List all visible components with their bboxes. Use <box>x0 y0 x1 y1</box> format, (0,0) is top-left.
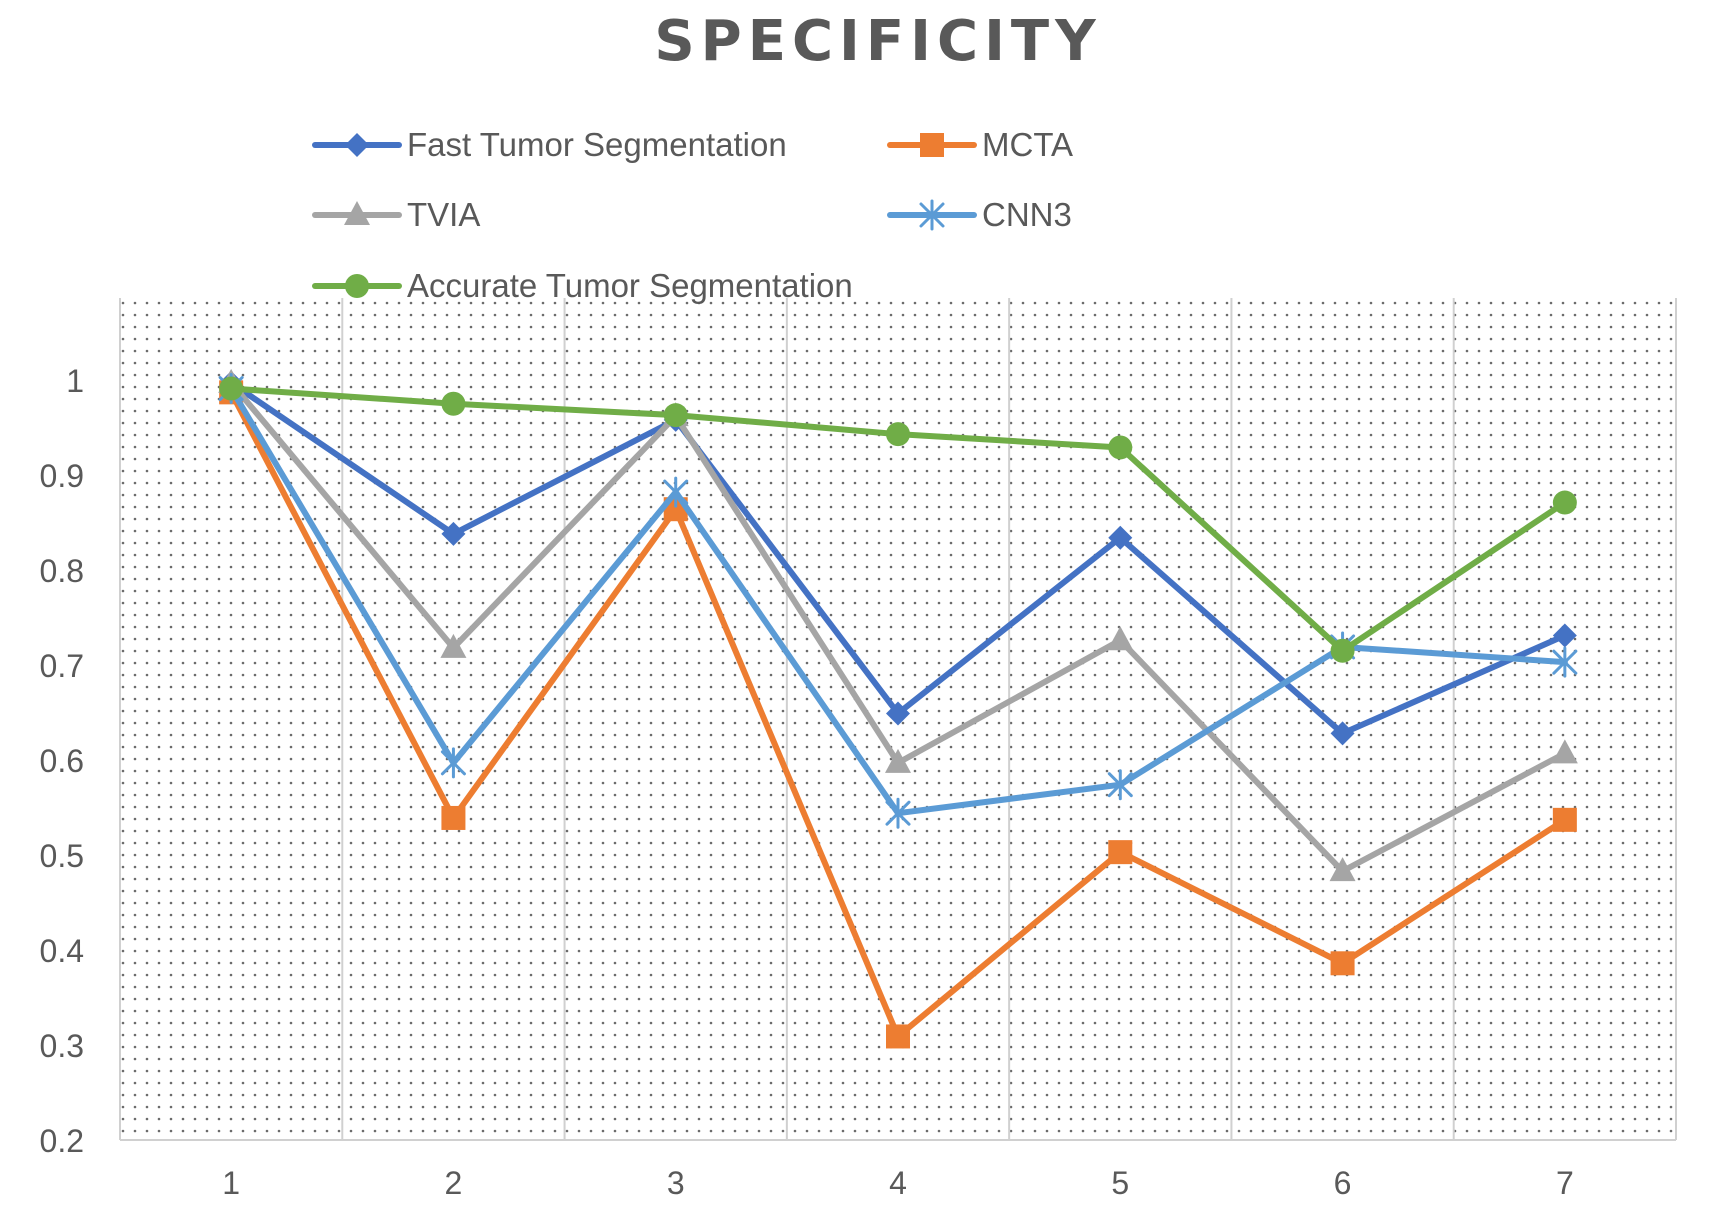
legend-label: CNN3 <box>982 196 1072 233</box>
legend-item-tvia: TVIA <box>312 196 480 233</box>
data-point-mcta <box>441 805 466 830</box>
legend-label: TVIA <box>407 196 480 233</box>
data-point-fast-tumor-segmentation <box>1552 623 1577 648</box>
data-point-cnn3 <box>1107 769 1133 801</box>
data-point-mcta <box>1108 840 1133 865</box>
legend-label: Fast Tumor Segmentation <box>407 126 787 163</box>
series-layer <box>218 368 1578 1049</box>
legend-label: MCTA <box>982 126 1073 163</box>
data-point-fast-tumor-segmentation <box>441 521 466 546</box>
y-tick-label: 0.4 <box>40 933 84 969</box>
data-point-tvia <box>1107 626 1134 651</box>
x-axis-ticks: 1 2 3 4 5 6 7 <box>222 1165 1574 1201</box>
legend-marker <box>919 199 945 231</box>
data-point-tvia <box>1551 739 1578 764</box>
data-point-fast-tumor-segmentation <box>886 701 910 726</box>
data-point-accurate-tumor-segmentation <box>1108 435 1133 460</box>
legend-item-cnn3: CNN3 <box>887 196 1072 233</box>
data-point-accurate-tumor-segmentation <box>441 391 466 416</box>
y-tick-label: 0.5 <box>40 838 84 874</box>
y-tick-label: 0.8 <box>40 553 84 589</box>
x-tick-label: 2 <box>445 1165 463 1201</box>
y-tick-label: 0.6 <box>40 743 84 779</box>
data-point-tvia <box>885 748 911 773</box>
legend-item-fast-tumor-segmentation: Fast Tumor Segmentation <box>312 126 787 163</box>
data-point-accurate-tumor-segmentation <box>1552 490 1577 515</box>
data-point-accurate-tumor-segmentation <box>219 376 244 401</box>
data-point-tvia <box>1329 857 1356 882</box>
data-point-mcta <box>1552 807 1577 832</box>
x-tick-label: 3 <box>667 1165 685 1201</box>
y-tick-label: 0.9 <box>40 458 84 494</box>
series-mcta <box>219 380 1577 1049</box>
legend-label: Accurate Tumor Segmentation <box>407 267 853 304</box>
x-tick-label: 5 <box>1111 1165 1129 1201</box>
y-tick-label: 0.7 <box>40 648 84 684</box>
legend-item-mcta: MCTA <box>887 126 1073 163</box>
chart-title: SPECIFICITY <box>654 9 1101 74</box>
legend-marker <box>345 274 369 298</box>
legend-item-accurate-tumor-segmentation: Accurate Tumor Segmentation <box>312 267 853 304</box>
data-point-mcta <box>886 1024 910 1049</box>
data-point-mcta <box>1330 951 1355 976</box>
data-point-cnn3 <box>440 747 466 779</box>
y-tick-label: 0.3 <box>40 1028 84 1064</box>
x-tick-label: 4 <box>889 1165 907 1201</box>
y-axis-ticks: 0.2 0.3 0.4 0.5 0.6 0.7 0.8 0.9 1 <box>40 363 84 1159</box>
x-tick-label: 7 <box>1556 1165 1574 1201</box>
data-point-fast-tumor-segmentation <box>1330 721 1355 746</box>
series-accurate-tumor-segmentation <box>219 376 1577 663</box>
data-point-tvia <box>440 633 467 658</box>
legend-marker <box>920 133 944 157</box>
data-point-cnn3 <box>663 476 689 508</box>
x-tick-label: 1 <box>222 1165 240 1201</box>
legend-marker <box>345 133 369 157</box>
data-point-cnn3 <box>885 797 911 829</box>
data-point-accurate-tumor-segmentation <box>886 422 910 447</box>
legend-marker <box>344 201 370 225</box>
y-tick-label: 0.2 <box>40 1123 84 1159</box>
data-point-fast-tumor-segmentation <box>1108 525 1133 550</box>
data-point-accurate-tumor-segmentation <box>1330 638 1355 663</box>
x-tick-label: 6 <box>1334 1165 1352 1201</box>
data-point-accurate-tumor-segmentation <box>663 403 688 428</box>
legend: Fast Tumor Segmentation MCTA TVIA CNN3 Accur… <box>312 126 1073 304</box>
y-tick-label: 1 <box>66 363 84 399</box>
data-point-cnn3 <box>1552 646 1578 678</box>
